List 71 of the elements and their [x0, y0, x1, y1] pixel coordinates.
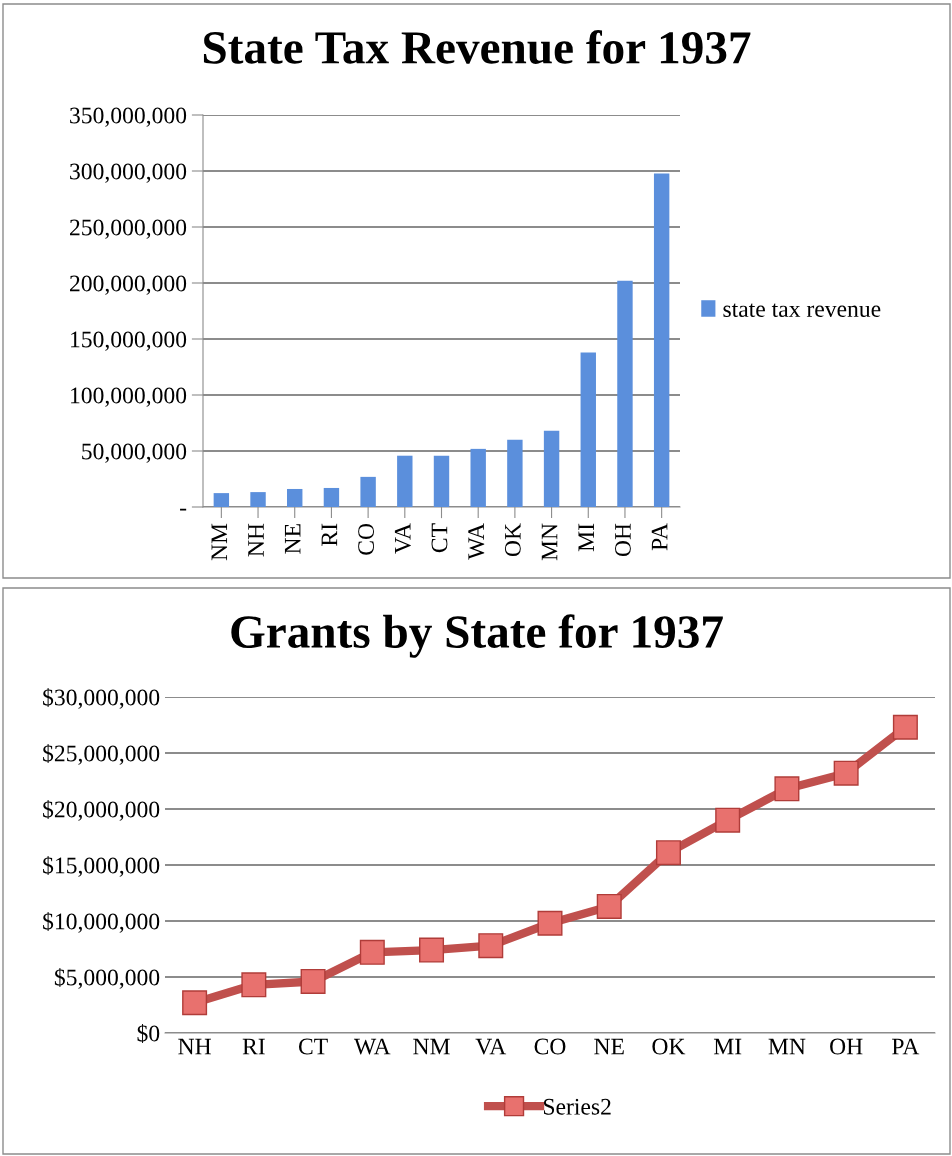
bar: [397, 455, 413, 507]
y-tick-label: $20,000,000: [43, 800, 160, 821]
y-tick-label: 300,000,000: [70, 163, 187, 183]
point: [655, 840, 681, 866]
x-tick-label: NH: [248, 523, 264, 557]
y-tick-label: $25,000,000: [43, 744, 160, 765]
x-tick-label: PA: [892, 1038, 920, 1055]
x-tick-label: MI: [578, 523, 594, 552]
x-tick-label: CT: [431, 523, 448, 553]
y-tick-label: $30,000,000: [43, 688, 160, 709]
bar: [323, 487, 340, 507]
x-tick-label: RI: [242, 1038, 265, 1055]
bar: [213, 493, 230, 507]
point: [715, 807, 741, 833]
x-tick-label: MN: [541, 523, 558, 561]
bar: [433, 455, 450, 507]
point: [419, 937, 445, 963]
x-tick-label: CO: [358, 523, 375, 555]
point: [774, 776, 800, 802]
x-tick-label: CO: [534, 1038, 566, 1055]
y-tick-label: 100,000,000: [71, 387, 187, 407]
x-tick-label: WA: [468, 523, 485, 560]
point: [182, 990, 208, 1016]
x-tick-label: VA: [475, 1038, 507, 1055]
chart-title: State Tax Revenue for 1937: [203, 30, 751, 64]
point: [596, 893, 622, 919]
x-tick-label: NE: [594, 1038, 624, 1055]
bar: [360, 476, 376, 507]
bar: [507, 439, 523, 507]
point: [833, 760, 859, 786]
x-tick-label: OH: [830, 1038, 863, 1055]
x-tick-label: OH: [615, 523, 631, 557]
x-tick-label: MN: [768, 1038, 806, 1055]
x-tick-label: CT: [298, 1038, 328, 1055]
y-tick-label: $15,000,000: [43, 856, 160, 877]
y-tick-label: 200,000,000: [70, 275, 187, 295]
point: [478, 933, 504, 959]
y-tick-label: $0: [137, 1024, 160, 1043]
y-tick-label: 150,000,000: [71, 331, 187, 351]
y-tick-label: $5,000,000: [54, 968, 160, 989]
x-tick-label: NH: [178, 1038, 211, 1055]
x-tick-label: OK: [504, 523, 521, 557]
x-tick-label: NE: [284, 524, 301, 554]
x-tick-label: NM: [211, 523, 228, 561]
bar: [470, 448, 486, 507]
point: [359, 939, 385, 965]
bar: [580, 352, 596, 507]
y-tick-label: 50,000,000: [82, 443, 187, 463]
y-tick-label: 350,000,000: [70, 107, 187, 127]
bar: [287, 488, 303, 507]
x-tick-label: RI: [321, 523, 338, 546]
legend-label: Series2: [543, 1098, 611, 1115]
y-tick-label: -: [180, 508, 187, 511]
bar: [543, 430, 560, 507]
x-tick-label: WA: [353, 1038, 391, 1055]
x-tick-label: OK: [652, 1038, 686, 1055]
point: [241, 972, 267, 998]
bar: [250, 492, 266, 507]
x-tick-label: VA: [394, 523, 411, 554]
x-tick-label: MI: [713, 1038, 742, 1055]
bar: [617, 280, 633, 507]
point: [300, 968, 326, 994]
point: [537, 910, 563, 936]
legend-label: state tax revenue: [723, 303, 881, 317]
y-tick-label: 250,000,000: [70, 219, 187, 239]
point: [892, 714, 918, 740]
y-tick-label: $10,000,000: [43, 912, 160, 933]
bar: [653, 173, 670, 507]
x-tick-label: NM: [413, 1038, 450, 1055]
chart-title: Grants by State for 1937: [231, 614, 723, 658]
x-tick-label: PA: [651, 523, 668, 551]
